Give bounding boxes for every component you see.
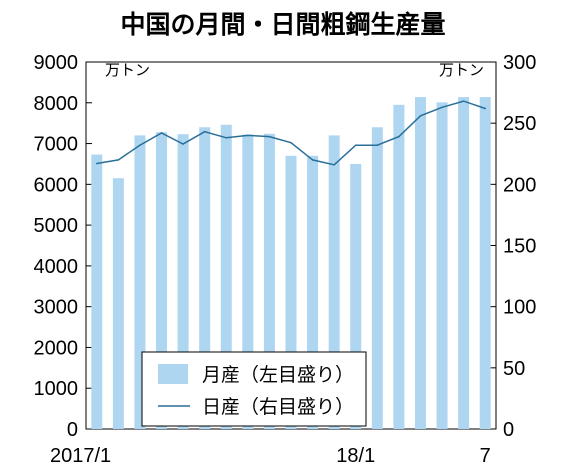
bar — [479, 97, 491, 430]
line-point — [484, 107, 487, 110]
right-tick-label: 150 — [503, 236, 536, 258]
line-point — [182, 143, 184, 145]
bar — [156, 132, 168, 430]
line-point — [95, 162, 98, 165]
line-point — [354, 144, 357, 146]
line-point — [117, 159, 120, 161]
line-point — [311, 159, 314, 161]
left-tick-label: 0 — [67, 419, 78, 441]
bar — [177, 134, 189, 429]
legend: 月産（左目盛り） 日産（右目盛り） — [141, 351, 367, 427]
line-point — [441, 106, 443, 109]
right-tick-label: 250 — [503, 113, 536, 135]
left-tick-label: 3000 — [34, 297, 79, 319]
bar-series — [91, 97, 491, 430]
bar — [436, 102, 448, 430]
bar — [91, 154, 103, 429]
left-axis-unit: 万トン — [105, 62, 150, 79]
left-tick-label: 5000 — [34, 215, 79, 237]
legend-swatch-monthly — [158, 364, 188, 384]
bar — [371, 127, 383, 429]
line-point — [376, 144, 379, 146]
line-point — [462, 100, 465, 102]
x-tick-label: 18/1 — [336, 445, 375, 467]
left-tick-label: 4000 — [34, 256, 79, 278]
left-tick-label: 8000 — [34, 93, 79, 115]
line-point — [333, 163, 335, 166]
bar — [328, 135, 340, 429]
right-axis: 0 50 100 150 200 250 300 — [490, 52, 536, 441]
line-point — [290, 141, 292, 144]
bar — [350, 163, 362, 429]
line-series — [95, 100, 487, 166]
line-point — [419, 115, 422, 117]
left-tick-label: 1000 — [34, 378, 79, 400]
right-tick-label: 200 — [503, 174, 536, 196]
left-tick-label: 6000 — [34, 174, 79, 196]
bar — [242, 134, 254, 429]
line-point — [247, 134, 249, 137]
bar — [285, 155, 297, 430]
left-tick-label: 2000 — [34, 337, 79, 359]
bar — [112, 178, 124, 429]
chart-title: 中国の月間・日間粗鋼生産量 — [120, 10, 445, 39]
line-point — [203, 130, 206, 133]
line-point — [398, 135, 400, 138]
bar — [307, 155, 319, 430]
x-tick-label: 2017/1 — [50, 445, 111, 467]
line-point — [160, 132, 163, 134]
left-tick-label: 7000 — [34, 134, 79, 156]
daily-line — [96, 100, 486, 166]
x-tick-label: 7 — [480, 445, 491, 467]
right-tick-label: 0 — [503, 419, 514, 441]
left-axis: 0 1000 2000 3000 4000 5000 6000 7000 8000 9000 — [34, 52, 92, 441]
line-point — [139, 144, 141, 146]
left-tick-label: 9000 — [34, 52, 79, 74]
x-axis: 2017/1 18/1 7 — [50, 445, 491, 467]
right-tick-label: 300 — [503, 52, 536, 74]
bar — [220, 124, 232, 429]
bar — [393, 104, 405, 430]
bar — [263, 133, 275, 429]
bar — [458, 97, 470, 430]
legend-label-daily: 日産（右目盛り） — [202, 396, 354, 418]
bar — [199, 127, 211, 429]
bar — [134, 135, 146, 429]
right-tick-label: 50 — [503, 358, 525, 380]
right-tick-label: 100 — [503, 297, 536, 319]
right-axis-unit: 万トン — [439, 62, 484, 79]
legend-label-monthly: 月産（左目盛り） — [202, 364, 354, 386]
bar — [414, 97, 426, 430]
line-point — [225, 137, 228, 139]
line-point — [268, 135, 271, 138]
